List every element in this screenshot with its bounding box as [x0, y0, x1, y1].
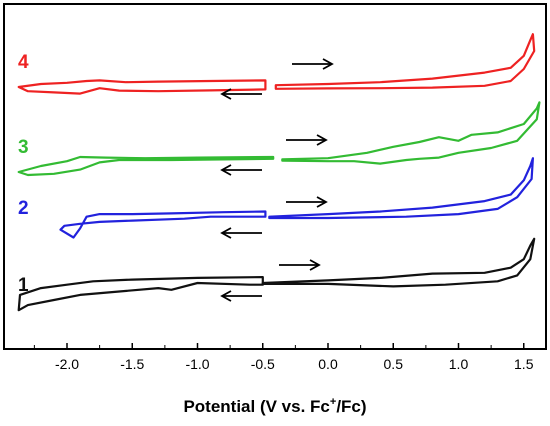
trace-label-2: 2: [18, 198, 29, 219]
x-axis-title-tail: /Fc): [336, 397, 366, 416]
x-axis-title-main: Potential (V vs. Fc: [183, 397, 329, 416]
trace-label-4: 4: [18, 52, 29, 73]
x-tick-label: -0.5: [251, 356, 275, 372]
scan-direction-arrows: [220, 58, 334, 302]
x-tick-label: 1.5: [514, 356, 534, 372]
arrow-left-trace-2: [220, 227, 262, 239]
arrow-left-trace-1: [220, 290, 262, 302]
trace-1-line: [17, 276, 264, 312]
trace-label-1: 1: [18, 275, 29, 296]
x-tick-label: 0.0: [318, 356, 338, 372]
x-tick-label: -1.5: [120, 356, 144, 372]
x-tick-label: -2.0: [55, 356, 79, 372]
x-tick-label: 0.5: [384, 356, 404, 372]
trace-2-line: [59, 210, 267, 239]
trace-1-line: [261, 237, 536, 288]
arrow-right-trace-4: [292, 58, 334, 70]
trace-4-line: [274, 33, 536, 90]
x-tick-label: -1.0: [185, 356, 209, 372]
arrow-right-trace-1: [279, 259, 321, 271]
arrow-left-trace-4: [220, 88, 262, 100]
x-axis-title-sup: +: [330, 396, 336, 408]
x-axis-ticks: [33, 343, 525, 349]
x-axis-tick-labels: -2.0 -1.5 -1.0 -0.5 0.0 0.5 1.0 1.5: [55, 356, 534, 372]
traces: [17, 33, 541, 312]
trace-3-line: [17, 155, 275, 177]
trace-labels: 4 3 2 1: [18, 52, 29, 296]
x-tick-label: 1.0: [449, 356, 469, 372]
arrow-right-trace-3: [286, 134, 328, 146]
trace-label-3: 3: [18, 137, 29, 158]
trace-4-line: [17, 79, 267, 95]
trace-2-line: [268, 157, 534, 220]
arrow-right-trace-2: [286, 196, 328, 208]
arrow-left-trace-3: [220, 164, 262, 176]
x-axis-title: Potential (V vs. Fc+/Fc): [183, 396, 366, 416]
plot-frame: [3, 3, 547, 350]
trace-3-line: [281, 101, 541, 165]
